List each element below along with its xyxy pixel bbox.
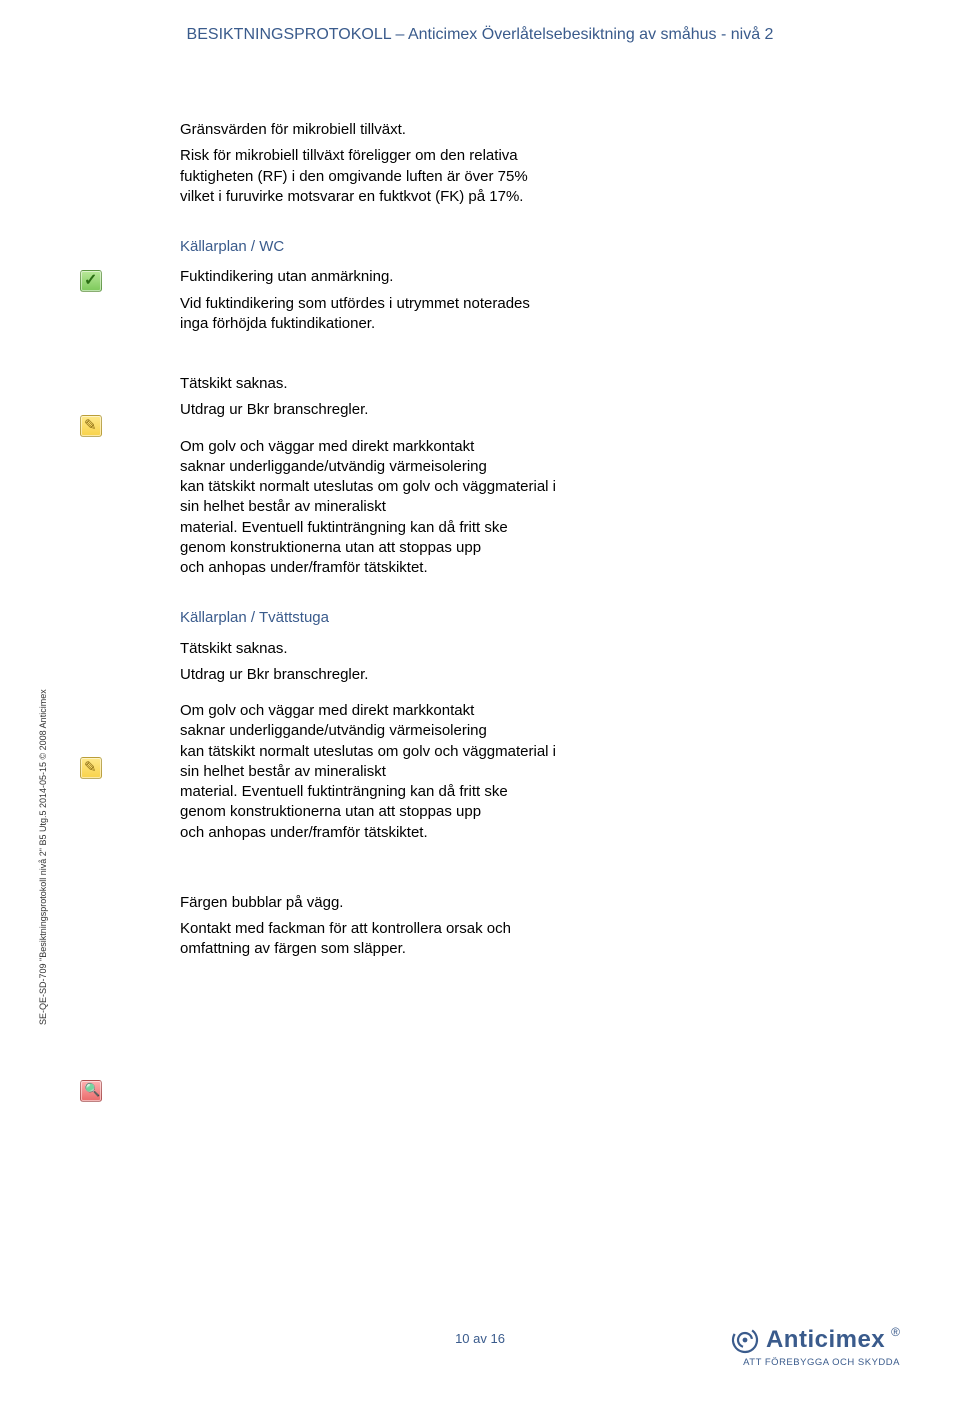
checkmark-icon [80,270,102,292]
paragraph: Färgen bubblar på vägg. [180,893,560,913]
paragraph: Tätskikt saknas. [180,374,560,394]
paragraph: Om golv och väggar med direkt markkontak… [180,437,560,579]
paragraph: Kontakt med fackman för att kontrollera … [180,919,560,960]
paragraph: Utdrag ur Bkr branschregler. [180,400,560,420]
paragraph: Fuktindikering utan anmärkning. [180,267,560,287]
header-title: BESIKTNINGSPROTOKOLL – Anticimex Överlåt… [187,26,774,43]
paragraph: Om golv och väggar med direkt markkontak… [180,701,560,843]
page-footer: 10 av 16 Anticimex ® ATT FÖREBYGGA OCH S… [0,1331,960,1391]
paragraph: Utdrag ur Bkr branschregler. [180,665,560,685]
paragraph: Risk för mikrobiell tillväxt föreligger … [180,146,560,207]
swirl-icon [730,1325,760,1355]
magnifier-icon [80,1080,102,1102]
section-title: Källarplan / Tvättstuga [180,608,560,628]
document-body: Gränsvärden för mikrobiell tillväxt. Ris… [180,120,560,990]
pencil-icon [80,757,102,779]
logo-text: Anticimex [766,1326,885,1354]
section-kallarplan-wc: Källarplan / WC Fuktindikering utan anmä… [180,237,560,334]
section-fargen: Färgen bubblar på vägg. Kontakt med fack… [180,893,560,960]
document-reference-sideways: SE-QE-SD-709 "Besiktningsprotokoll nivå … [38,689,48,1025]
section-intro: Gränsvärden för mikrobiell tillväxt. Ris… [180,120,560,207]
page-header: BESIKTNINGSPROTOKOLL – Anticimex Överlåt… [0,26,960,44]
section-title: Källarplan / WC [180,237,560,257]
paragraph: Gränsvärden för mikrobiell tillväxt. [180,120,560,140]
pencil-icon [80,415,102,437]
paragraph: Tätskikt saknas. [180,639,560,659]
registered-mark: ® [891,1325,900,1339]
brand-logo: Anticimex ® ATT FÖREBYGGA OCH SKYDDA [730,1325,900,1368]
paragraph: Vid fuktindikering som utfördes i utrymm… [180,294,560,335]
section-tatskikt-1: Tätskikt saknas. Utdrag ur Bkr branschre… [180,374,560,578]
logo-tagline: ATT FÖREBYGGA OCH SKYDDA [730,1357,900,1368]
section-kallarplan-tvattstuga: Källarplan / Tvättstuga Tätskikt saknas.… [180,608,560,843]
